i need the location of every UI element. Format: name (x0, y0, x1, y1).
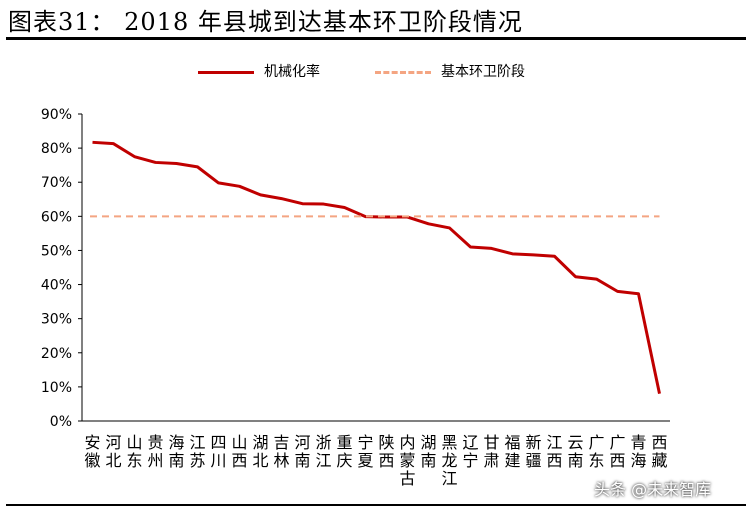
y-tick-label: 0% (50, 414, 72, 430)
y-tick-label: 40% (41, 278, 72, 294)
x-tick-label: 陕 (378, 433, 394, 452)
x-tick-label: 庆 (336, 451, 352, 470)
mechanization-rate-line (92, 140, 661, 395)
x-tick-label: 北 (252, 451, 268, 470)
x-tick-label: 广 (609, 433, 625, 452)
x-tick-label: 西 (231, 451, 247, 470)
x-tick-label: 南 (420, 451, 436, 470)
y-tick-label: 50% (41, 243, 72, 259)
x-tick-label: 南 (567, 451, 583, 470)
x-tick-label: 湖 (252, 433, 268, 452)
x-tick-label: 江 (546, 433, 562, 452)
x-tick-label: 江 (315, 451, 331, 470)
x-tick-label: 东 (588, 451, 604, 470)
x-tick-label: 新 (525, 433, 541, 452)
x-tick-label: 苏 (189, 451, 205, 470)
x-tick-label: 河 (105, 433, 121, 452)
x-tick-label: 西 (651, 433, 667, 452)
x-tick-label: 海 (630, 451, 646, 470)
y-tick-label: 20% (41, 346, 72, 362)
x-tick-label: 云 (567, 433, 583, 452)
x-tick-label: 肃 (483, 451, 499, 470)
x-tick-label: 内 (399, 433, 415, 452)
x-tick-label: 福 (504, 433, 520, 452)
x-tick-label: 西 (546, 451, 562, 470)
x-tick-label: 藏 (651, 451, 667, 470)
x-tick-label: 东 (126, 451, 142, 470)
x-tick-label: 建 (504, 451, 520, 470)
legend-label-mechanization: 机械化率 (264, 64, 320, 80)
x-tick-label: 江 (441, 469, 457, 488)
x-tick-label: 山 (126, 433, 142, 452)
x-tick-label: 甘 (483, 433, 499, 452)
x-tick-label: 古 (399, 469, 415, 488)
x-tick-label: 徽 (84, 451, 100, 470)
x-tick-label: 北 (105, 451, 121, 470)
x-tick-label: 蒙 (399, 451, 415, 470)
y-tick-label: 70% (41, 175, 72, 191)
legend-swatch-solid (198, 70, 254, 74)
legend-swatch-dashed (375, 70, 431, 74)
x-tick-label: 西 (378, 451, 394, 470)
title-divider (6, 37, 746, 40)
x-tick-label: 安 (84, 433, 100, 452)
x-tick-label: 浙 (315, 433, 331, 452)
x-tick-label: 南 (168, 451, 184, 470)
x-tick-label: 四 (210, 433, 226, 452)
legend-label-baseline: 基本环卫阶段 (441, 64, 525, 80)
watermark: 头条 @未来智库 (594, 480, 712, 499)
x-tick-label: 江 (189, 433, 205, 452)
y-tick-label: 60% (41, 209, 72, 225)
y-tick-label: 10% (41, 380, 72, 396)
bottom-divider (6, 504, 746, 506)
y-tick-label: 30% (41, 312, 72, 328)
x-tick-label: 宁 (462, 451, 478, 470)
x-tick-label: 宁 (357, 433, 373, 452)
x-tick-label: 林 (273, 451, 289, 470)
x-tick-label: 辽 (462, 433, 478, 452)
x-tick-label: 龙 (441, 451, 457, 470)
x-tick-label: 南 (294, 451, 310, 470)
x-tick-label: 州 (147, 451, 163, 470)
x-tick-label: 贵 (147, 433, 163, 452)
x-tick-label: 疆 (525, 451, 541, 470)
x-tick-label: 广 (588, 433, 604, 452)
legend-item-baseline: 基本环卫阶段 (375, 62, 525, 82)
x-tick-label: 西 (609, 451, 625, 470)
y-tick-label: 90% (41, 107, 72, 123)
figure-title: 图表31： 2018 年县城到达基本环卫阶段情况 (8, 8, 523, 36)
x-tick-label: 河 (294, 433, 310, 452)
legend-item-mechanization: 机械化率 (198, 62, 320, 82)
x-tick-label: 夏 (357, 451, 373, 470)
y-tick-label: 80% (41, 141, 72, 157)
x-tick-label: 吉 (273, 433, 289, 452)
x-tick-label: 川 (210, 451, 226, 470)
x-tick-label: 黑 (441, 433, 457, 452)
x-tick-label: 重 (336, 433, 352, 452)
x-tick-label: 山 (231, 433, 247, 452)
x-tick-label: 湖 (420, 433, 436, 452)
x-tick-label: 海 (168, 433, 184, 452)
x-tick-label: 青 (630, 433, 646, 452)
